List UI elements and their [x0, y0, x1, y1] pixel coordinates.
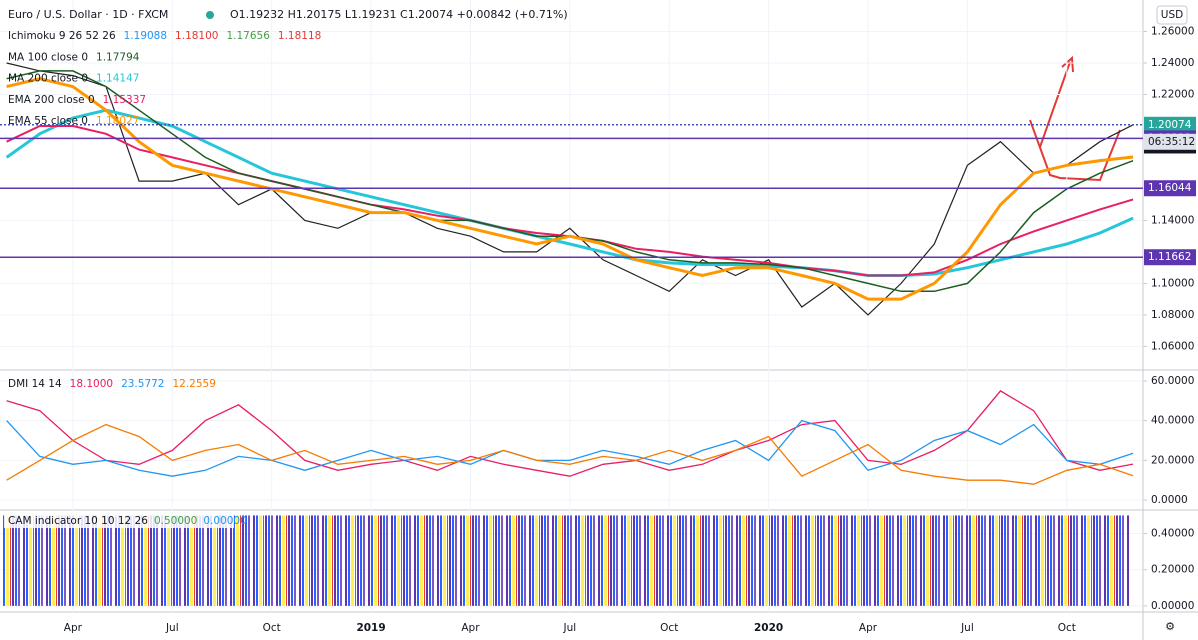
indicator-legend: Ichimoku 9 26 52 26 1.19088 1.18100 1.17656…	[8, 30, 321, 42]
x-tick-label: Oct	[660, 622, 678, 634]
indicator-value: 1.18100	[175, 30, 218, 42]
series-line	[6, 419, 1134, 477]
x-tick-label: Oct	[263, 622, 281, 634]
cam-value: 0.50000	[154, 515, 197, 527]
x-tick-label: 2019	[356, 622, 385, 634]
y-tick-label: 1.10000	[1151, 277, 1194, 289]
indicator-name: MA 200 close 0	[8, 73, 88, 85]
cam-value: 0.00000	[203, 515, 246, 527]
currency: USD	[1161, 9, 1183, 21]
y-tick-label: 20.0000	[1151, 454, 1194, 466]
price-label: 1.16044	[1148, 182, 1192, 194]
y-tick-label: 0.00000	[1151, 600, 1194, 612]
indicator-name: EMA 200 close 0	[8, 94, 95, 106]
cam-bars	[2, 515, 1129, 606]
price-label-box	[1144, 249, 1196, 266]
series-line	[6, 77, 1134, 301]
price-label: 1.11662	[1148, 251, 1191, 263]
cam-name: CAM indicator 10 10 12 26	[8, 515, 148, 527]
countdown-box	[1144, 133, 1196, 150]
indicator-value: 1.18027	[96, 115, 139, 127]
indicator-legend: MA 100 close 0 1.17794	[8, 51, 140, 63]
indicator-value: 1.15337	[103, 94, 146, 106]
price-label: 1.20074	[1148, 119, 1192, 131]
x-tick-label: Apr	[859, 622, 878, 634]
y-tick-label: 0.20000	[1151, 564, 1194, 576]
settings-icon[interactable]: ⚙	[1165, 620, 1175, 633]
ohlc: O1.19232 H1.20175 L1.19231 C1.20074 +0.0…	[230, 8, 568, 21]
indicator-name: Ichimoku 9 26 52 26	[8, 30, 116, 42]
dmi-name: DMI 14 14	[8, 378, 62, 390]
y-tick-label: 0.40000	[1151, 528, 1194, 540]
y-tick-label: 60.0000	[1151, 375, 1194, 387]
currency-box[interactable]	[1156, 5, 1188, 25]
indicator-value: 1.18118	[278, 30, 321, 42]
dmi-legend: DMI 14 14 18.1000 23.5772 12.2559	[8, 378, 216, 390]
dmi-value: 23.5772	[121, 378, 164, 390]
series-line	[6, 62, 1134, 316]
x-tick-label: Jul	[960, 622, 974, 634]
y-tick-label: 1.06000	[1151, 340, 1194, 352]
indicator-value: 1.19088	[124, 30, 167, 42]
x-tick-label: 2020	[754, 622, 783, 634]
drawing-zigzag	[1029, 119, 1121, 182]
indicator-value: 1.14147	[96, 73, 139, 85]
chart-title: Euro / U.S. Dollar · 1D · FXCM	[8, 8, 168, 21]
x-tick-label: Apr	[461, 622, 480, 634]
price-label-box	[1144, 180, 1196, 197]
y-tick-label: 1.22000	[1151, 88, 1194, 100]
indicator-legend: EMA 55 close 0 1.18027	[8, 115, 139, 127]
x-tick-label: Apr	[64, 622, 83, 634]
dmi-value: 18.1000	[70, 378, 113, 390]
series-line	[6, 390, 1134, 477]
drawing-arrow	[1039, 55, 1074, 148]
cam-legend: CAM indicator 10 10 12 26 0.50000 0.00000	[8, 515, 247, 527]
status-dot	[206, 11, 214, 19]
indicator-legend: EMA 200 close 0 1.15337	[8, 94, 146, 106]
y-tick-label: 1.24000	[1151, 57, 1194, 69]
y-tick-label: 1.14000	[1151, 214, 1194, 226]
indicator-name: EMA 55 close 0	[8, 115, 88, 127]
indicator-value: 1.17656	[226, 30, 270, 42]
countdown: 06:35:12	[1148, 136, 1195, 148]
price-label-box	[1144, 116, 1196, 133]
indicator-name: MA 100 close 0	[8, 51, 88, 63]
x-tick-label: Jul	[563, 622, 577, 634]
y-tick-label: 0.0000	[1151, 494, 1188, 506]
dmi-value: 12.2559	[172, 378, 215, 390]
y-tick-label: 1.08000	[1151, 309, 1194, 321]
x-tick-label: Oct	[1058, 622, 1076, 634]
indicator-value: 1.17794	[96, 51, 140, 63]
y-tick-label: 1.26000	[1151, 25, 1194, 37]
cam-legend-bg	[4, 514, 234, 528]
series-line	[6, 423, 1134, 485]
x-tick-label: Jul	[165, 622, 179, 634]
y-tick-label: 40.0000	[1151, 415, 1194, 427]
indicator-legend: MA 200 close 0 1.14147	[8, 73, 139, 85]
